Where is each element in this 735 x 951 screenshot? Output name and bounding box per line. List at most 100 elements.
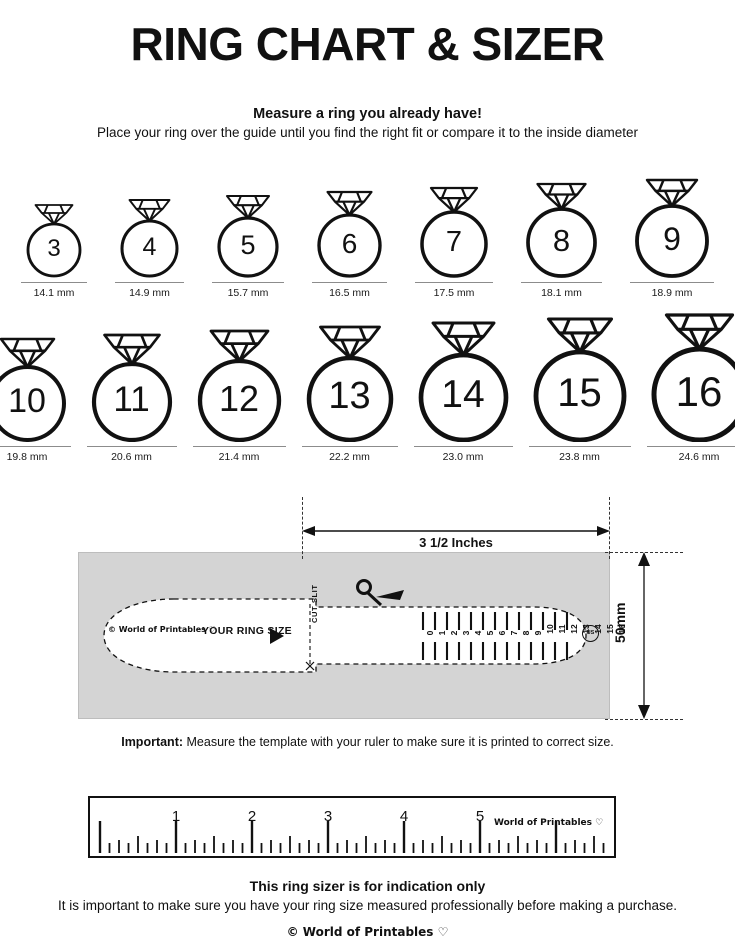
footer-brand-logo: © World of Printables ♡ bbox=[286, 925, 449, 939]
subtitle-heading: Measure a ring you already have! bbox=[253, 106, 482, 122]
ring-diamond-icon: 4 bbox=[118, 198, 181, 278]
dimension-guide-line-right bbox=[609, 497, 610, 559]
sizer-scale-number: 16 bbox=[617, 624, 627, 634]
ring-underline bbox=[21, 282, 87, 283]
ring-size-cell[interactable]: 14 23.0 mm bbox=[413, 321, 513, 463]
ring-diameter-label: 18.1 mm bbox=[541, 287, 582, 299]
ring-diamond-icon: 15 bbox=[532, 317, 628, 442]
sizer-scale-number: 12 bbox=[569, 624, 579, 634]
ring-diameter-label: 22.2 mm bbox=[329, 451, 370, 463]
ring-size-cell[interactable]: 12 21.4 mm bbox=[192, 329, 286, 463]
ring-sizer-template: 3 1/2 Inches 50mm bbox=[0, 495, 735, 740]
ring-diameter-label: 16.5 mm bbox=[329, 287, 370, 299]
ring-underline bbox=[312, 282, 387, 283]
ring-underline bbox=[413, 446, 513, 447]
page-title: RING CHART & SIZER bbox=[130, 18, 606, 70]
ruler-ticks bbox=[98, 821, 605, 853]
ring-diameter-label: 18.9 mm bbox=[651, 287, 693, 299]
ring-size-cell[interactable]: 6 16.5 mm bbox=[312, 190, 387, 299]
ruler-inch-number: 5 bbox=[475, 808, 485, 825]
sizer-strip-diecut bbox=[103, 579, 587, 673]
footer-text: It is important to make sure you have yo… bbox=[57, 898, 678, 913]
ring-size-cell[interactable]: 11 20.6 mm bbox=[86, 333, 177, 463]
ring-diameter-label: 23.8 mm bbox=[559, 451, 600, 463]
ring-diameter-label: 24.6 mm bbox=[678, 451, 720, 463]
ruler-brand-logo: World of Printables ♡ bbox=[494, 818, 604, 828]
sizer-scale-number: 4 bbox=[473, 630, 483, 636]
ring-diameter-label: 14.1 mm bbox=[33, 287, 75, 299]
height-guide-line-bottom bbox=[605, 719, 683, 720]
ring-underline bbox=[212, 282, 284, 283]
important-label: Important: bbox=[121, 735, 184, 749]
important-note: Important: Measure the template with you… bbox=[0, 735, 735, 749]
sizer-scale-number: 1 bbox=[437, 630, 447, 636]
footer-heading: This ring sizer is for indication only bbox=[249, 878, 486, 894]
ring-size-cell[interactable]: 8 18.1 mm bbox=[521, 182, 602, 299]
ring-underline bbox=[630, 282, 714, 283]
sizer-scale-number: 3 bbox=[461, 630, 471, 636]
ring-size-cell[interactable]: 9 18.9 mm bbox=[630, 178, 714, 299]
sizer-scale-number: 13 bbox=[581, 624, 591, 634]
sizer-scale-number: 6 bbox=[497, 630, 507, 636]
printed-ruler: World of Printables ♡ 1 2 3 4 5 bbox=[88, 796, 616, 858]
ring-underline bbox=[415, 282, 493, 283]
sizer-scale-number: 9 bbox=[533, 630, 543, 636]
ring-size-row-1: 3 14.1 mm 4 14.9 mm 5 15.7 mm bbox=[0, 178, 735, 299]
ring-underline bbox=[192, 446, 286, 447]
ring-diamond-icon: 11 bbox=[90, 333, 174, 442]
height-dimension-arrow bbox=[638, 552, 650, 719]
ring-diameter-label: 23.0 mm bbox=[442, 451, 484, 463]
ring-size-cell[interactable]: 15 23.8 mm bbox=[528, 317, 631, 463]
ring-diamond-icon: 12 bbox=[196, 329, 283, 442]
ring-underline bbox=[115, 282, 184, 283]
ring-underline bbox=[521, 282, 602, 283]
sizer-scale-number: 10 bbox=[545, 624, 555, 634]
ring-diameter-label: 15.7 mm bbox=[227, 287, 269, 299]
ring-diamond-icon: 9 bbox=[633, 178, 711, 278]
ring-size-cell[interactable]: 10 19.8 mm bbox=[0, 337, 71, 463]
ring-diamond-icon: 14 bbox=[417, 321, 510, 442]
ring-diamond-icon: 7 bbox=[418, 186, 490, 278]
ring-diameter-label: 20.6 mm bbox=[111, 451, 152, 463]
ring-size-cell[interactable]: 16 24.6 mm bbox=[646, 313, 735, 463]
sizer-scale-number: 15 bbox=[605, 624, 615, 634]
width-dimension-arrow bbox=[302, 526, 610, 536]
ring-diamond-icon: 3 bbox=[24, 203, 84, 278]
ring-size-cell[interactable]: 13 22.2 mm bbox=[301, 325, 398, 463]
ruler-inch-number: 4 bbox=[399, 808, 409, 825]
strip-brand-logo: © World of Printables ♡ bbox=[108, 625, 216, 634]
ring-size-cell[interactable]: 5 15.7 mm bbox=[212, 194, 284, 299]
important-text: Measure the template with your ruler to … bbox=[183, 735, 614, 749]
sizer-scale-number: 2 bbox=[449, 630, 459, 636]
ruler-inch-number: 3 bbox=[323, 808, 333, 825]
ring-diameter-label: 14.9 mm bbox=[129, 287, 170, 299]
sizer-scale-number: 8 bbox=[521, 630, 531, 636]
ring-diameter-label: 19.8 mm bbox=[6, 451, 48, 463]
dimension-guide-line-left bbox=[302, 497, 303, 559]
your-ring-size-label: YOUR RING SIZE bbox=[202, 625, 292, 637]
subtitle-instruction: Place your ring over the guide until you… bbox=[96, 125, 639, 140]
width-dimension-label: 3 1/2 Inches bbox=[419, 535, 493, 550]
ring-size-cell[interactable]: 7 17.5 mm bbox=[415, 186, 493, 299]
sizer-scale-number: 11 bbox=[557, 624, 567, 634]
sizer-scale-number: 5 bbox=[485, 630, 495, 636]
ring-diamond-icon: 13 bbox=[305, 325, 395, 442]
cut-slit-label: CUT SLIT bbox=[310, 584, 319, 623]
us-size-badge: US bbox=[582, 625, 599, 642]
ruler-inch-number: 2 bbox=[247, 808, 257, 825]
ring-underline bbox=[86, 446, 177, 447]
ring-size-cell[interactable]: 4 14.9 mm bbox=[115, 198, 184, 299]
ring-diameter-label: 17.5 mm bbox=[433, 287, 475, 299]
ring-diamond-icon: 5 bbox=[215, 194, 281, 278]
ring-size-cell[interactable]: 3 14.1 mm bbox=[21, 203, 87, 299]
ring-diamond-icon: 16 bbox=[650, 313, 735, 442]
ring-underline bbox=[646, 446, 735, 447]
ring-size-row-2: 10 19.8 mm 11 20.6 mm 12 21.4 mm bbox=[0, 313, 735, 463]
ring-diamond-icon: 6 bbox=[315, 190, 384, 278]
ring-underline bbox=[301, 446, 398, 447]
ring-underline bbox=[528, 446, 631, 447]
ring-diamond-icon: 10 bbox=[0, 337, 68, 442]
ring-underline bbox=[0, 446, 71, 447]
ring-diameter-label: 21.4 mm bbox=[218, 451, 260, 463]
scissors-icon bbox=[356, 579, 404, 607]
